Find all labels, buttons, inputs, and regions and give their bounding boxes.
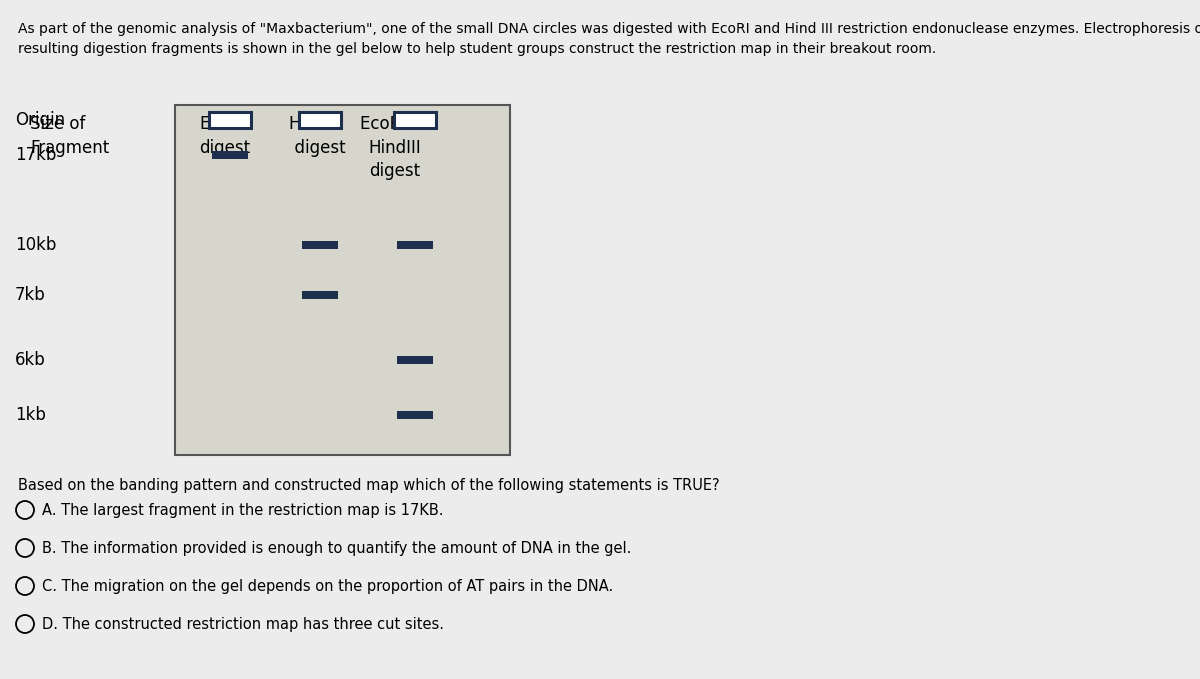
Text: 10kb: 10kb	[14, 236, 56, 254]
Text: D. The constructed restriction map has three cut sites.: D. The constructed restriction map has t…	[42, 617, 444, 631]
Text: 6kb: 6kb	[14, 351, 46, 369]
Bar	[397, 411, 433, 419]
Text: EcoR1
digest: EcoR1 digest	[199, 115, 251, 157]
Text: B. The information provided is enough to quantify the amount of DNA in the gel.: B. The information provided is enough to…	[42, 540, 631, 555]
Bar	[212, 151, 248, 159]
Text: 1kb: 1kb	[14, 406, 46, 424]
Text: HindIII
  digest: HindIII digest	[284, 115, 346, 157]
Text: As part of the genomic analysis of "Maxbacterium", one of the small DNA circles : As part of the genomic analysis of "Maxb…	[18, 22, 1200, 36]
Bar	[397, 241, 433, 249]
Text: Origin: Origin	[14, 111, 65, 129]
Bar	[394, 112, 436, 128]
Bar	[397, 356, 433, 364]
Text: 7kb: 7kb	[14, 286, 46, 304]
Text: Size of
Fragment: Size of Fragment	[30, 115, 109, 157]
Text: A. The largest fragment in the restriction map is 17KB.: A. The largest fragment in the restricti…	[42, 502, 444, 517]
Text: EcoR1 +
HindIII
digest: EcoR1 + HindIII digest	[360, 115, 431, 180]
Text: C. The migration on the gel depends on the proportion of AT pairs in the DNA.: C. The migration on the gel depends on t…	[42, 579, 613, 593]
Bar	[302, 291, 338, 299]
Bar	[209, 112, 251, 128]
Text: 17kb: 17kb	[14, 146, 56, 164]
Text: resulting digestion fragments is shown in the gel below to help student groups c: resulting digestion fragments is shown i…	[18, 42, 936, 56]
Bar	[302, 241, 338, 249]
Bar	[299, 112, 341, 128]
Bar	[175, 105, 510, 455]
Text: Based on the banding pattern and constructed map which of the following statemen: Based on the banding pattern and constru…	[18, 478, 720, 493]
